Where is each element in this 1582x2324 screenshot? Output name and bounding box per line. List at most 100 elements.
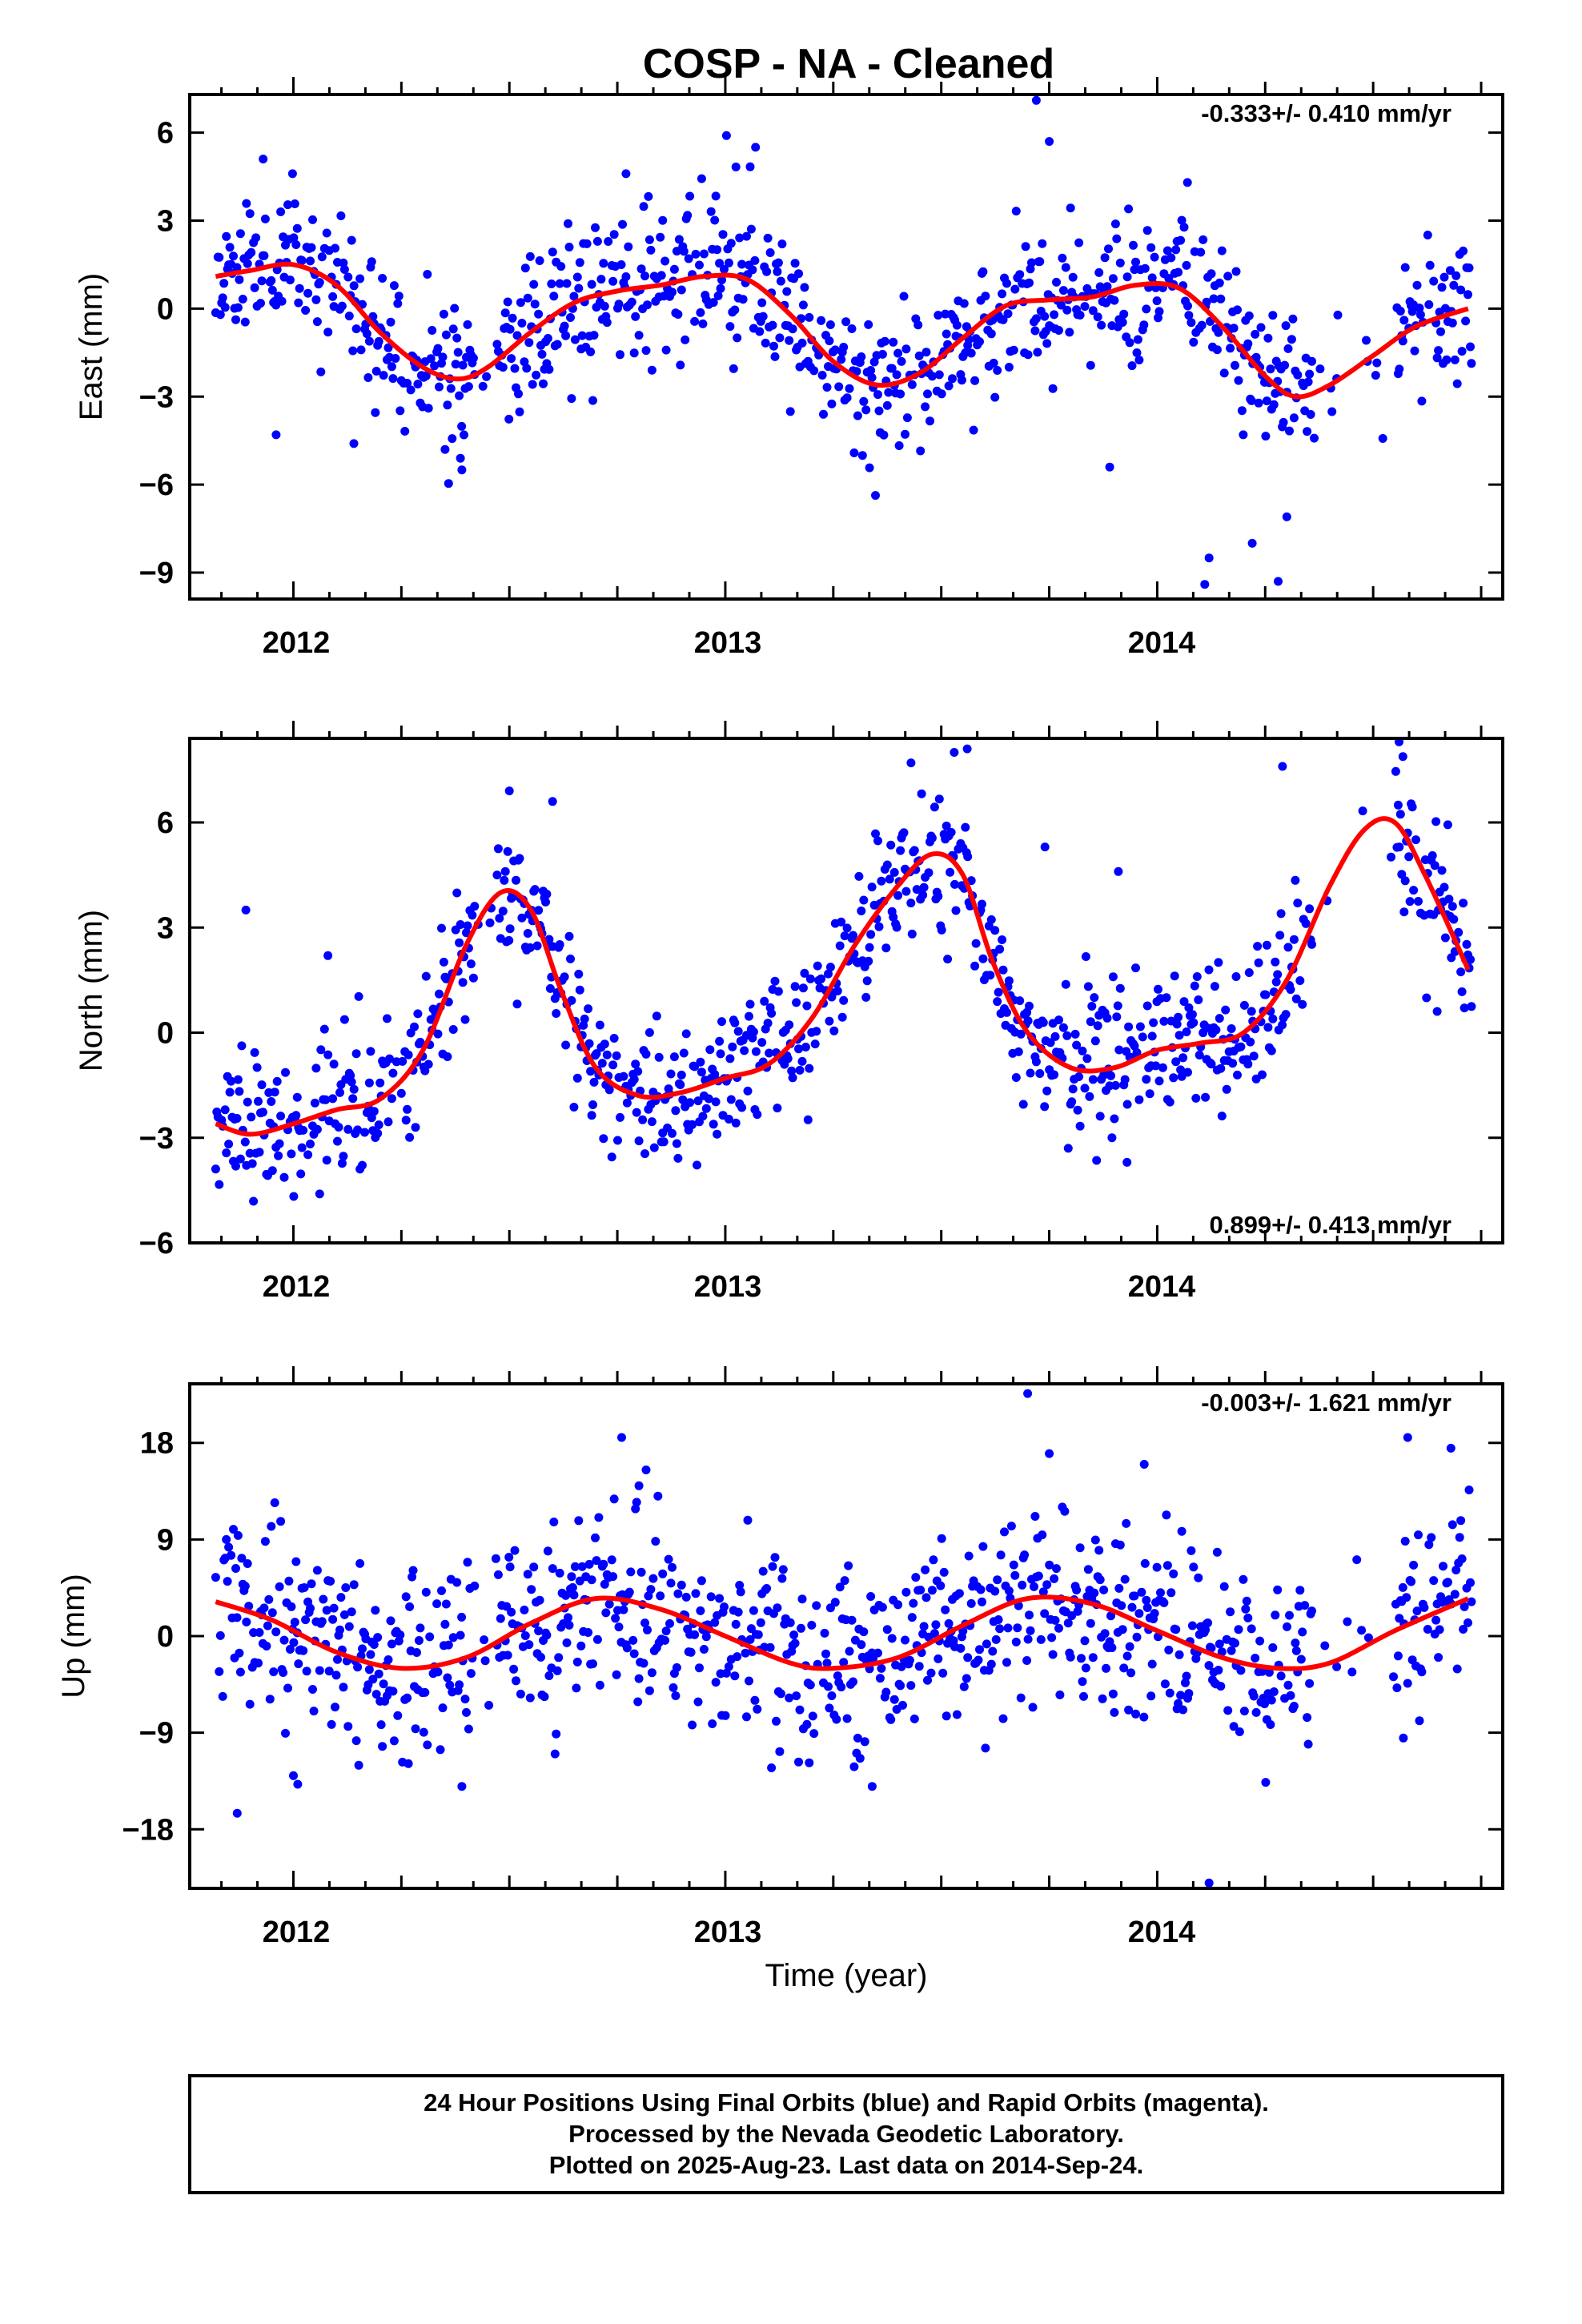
up-data-point bbox=[1276, 1671, 1286, 1681]
up-data-point bbox=[762, 1584, 772, 1593]
east-data-point bbox=[852, 367, 861, 376]
east-data-point bbox=[715, 259, 725, 268]
up-data-point bbox=[1018, 1580, 1027, 1590]
east-data-point bbox=[439, 309, 448, 319]
up-data-point bbox=[756, 1618, 765, 1627]
up-data-point bbox=[572, 1657, 582, 1667]
up-data-point bbox=[254, 1659, 263, 1668]
up-data-point bbox=[792, 1691, 801, 1701]
east-data-point bbox=[1439, 272, 1449, 282]
up-data-point bbox=[440, 1619, 450, 1629]
north-data-point bbox=[396, 1088, 406, 1098]
north-data-point bbox=[1454, 927, 1464, 937]
north-data-point bbox=[375, 1078, 385, 1088]
up-data-point bbox=[594, 1513, 604, 1522]
up-data-point bbox=[227, 1550, 236, 1560]
north-data-point bbox=[1135, 1022, 1145, 1031]
north-data-point bbox=[889, 867, 899, 877]
east-data-point bbox=[1045, 137, 1054, 147]
north-data-point bbox=[1134, 1095, 1144, 1104]
up-data-point bbox=[825, 1703, 834, 1713]
east-data-point bbox=[785, 336, 794, 345]
east-data-point bbox=[600, 301, 609, 311]
up-data-point bbox=[584, 1628, 593, 1637]
up-data-point bbox=[847, 1615, 857, 1625]
up-data-point bbox=[438, 1703, 448, 1713]
up-data-point bbox=[849, 1677, 857, 1687]
up-data-point bbox=[1000, 1527, 1009, 1537]
north-data-point bbox=[609, 1034, 619, 1043]
up-data-point bbox=[441, 1599, 451, 1609]
up-data-point bbox=[419, 1727, 428, 1737]
east-data-point bbox=[757, 298, 767, 308]
up-data-point bbox=[1320, 1641, 1330, 1651]
east-data-point bbox=[525, 251, 535, 261]
up-data-point bbox=[641, 1466, 651, 1474]
up-data-point bbox=[789, 1630, 799, 1639]
up-data-point bbox=[1162, 1510, 1171, 1520]
east-data-point bbox=[1068, 272, 1078, 282]
up-data-point bbox=[1207, 1643, 1216, 1653]
up-data-point bbox=[1117, 1601, 1126, 1610]
north-data-point bbox=[730, 1018, 740, 1027]
up-data-point bbox=[1050, 1615, 1060, 1625]
north-data-point bbox=[857, 907, 866, 915]
east-data-point bbox=[277, 296, 287, 306]
east-data-point bbox=[1398, 336, 1407, 346]
up-data-point bbox=[567, 1572, 576, 1582]
north-data-points bbox=[211, 737, 1476, 1206]
north-data-point bbox=[1090, 1036, 1100, 1046]
up-rate-label: -0.003+/- 1.621 mm/yr bbox=[1201, 1389, 1452, 1417]
north-data-point bbox=[710, 1070, 720, 1080]
east-data-point bbox=[362, 329, 371, 339]
north-data-point bbox=[1016, 1029, 1026, 1039]
north-data-point bbox=[1216, 1063, 1226, 1073]
up-data-point bbox=[1026, 1626, 1035, 1635]
north-data-point bbox=[632, 1108, 641, 1117]
north-data-point bbox=[995, 944, 1005, 954]
east-data-point bbox=[394, 292, 404, 301]
north-data-point bbox=[854, 871, 864, 881]
x-axis-label: Time (year) bbox=[765, 1958, 928, 1993]
up-data-point bbox=[1434, 1653, 1443, 1663]
east-data-point bbox=[448, 324, 458, 334]
east-data-point bbox=[614, 300, 624, 309]
east-data-point bbox=[1110, 296, 1119, 305]
north-data-point bbox=[498, 907, 508, 916]
north-data-point bbox=[647, 1117, 656, 1127]
up-data-point bbox=[733, 1652, 742, 1662]
up-data-point bbox=[491, 1554, 500, 1563]
up-data-point bbox=[564, 1620, 574, 1630]
north-data-point bbox=[705, 1045, 715, 1055]
east-data-point bbox=[1399, 316, 1409, 325]
north-data-point bbox=[373, 1128, 383, 1138]
north-data-point bbox=[592, 1049, 601, 1059]
up-data-point bbox=[1182, 1671, 1191, 1681]
north-data-point bbox=[1099, 1071, 1109, 1080]
east-data-point bbox=[777, 239, 787, 249]
east-data-point bbox=[457, 421, 467, 431]
north-data-point bbox=[504, 786, 514, 796]
east-data-point bbox=[837, 355, 846, 364]
north-data-point bbox=[1074, 1072, 1084, 1081]
north-data-point bbox=[824, 969, 833, 979]
north-data-point bbox=[1404, 852, 1414, 862]
up-data-point bbox=[952, 1710, 962, 1719]
east-data-point bbox=[1011, 207, 1021, 216]
up-data-point bbox=[1194, 1573, 1203, 1582]
east-data-point bbox=[1108, 274, 1118, 283]
up-data-point bbox=[765, 1642, 775, 1652]
up-data-point bbox=[795, 1705, 805, 1715]
up-data-point bbox=[353, 1663, 363, 1672]
east-data-point bbox=[697, 174, 706, 183]
east-data-point bbox=[819, 409, 828, 419]
up-data-point bbox=[907, 1613, 917, 1622]
north-data-point bbox=[874, 922, 884, 931]
up-data-point bbox=[371, 1690, 381, 1699]
north-data-point bbox=[634, 1136, 644, 1146]
up-data-point bbox=[1298, 1627, 1307, 1637]
up-data-point bbox=[235, 1648, 244, 1658]
east-ytick-label: 0 bbox=[157, 292, 174, 326]
up-data-point bbox=[351, 1736, 361, 1746]
east-data-point bbox=[690, 316, 700, 326]
